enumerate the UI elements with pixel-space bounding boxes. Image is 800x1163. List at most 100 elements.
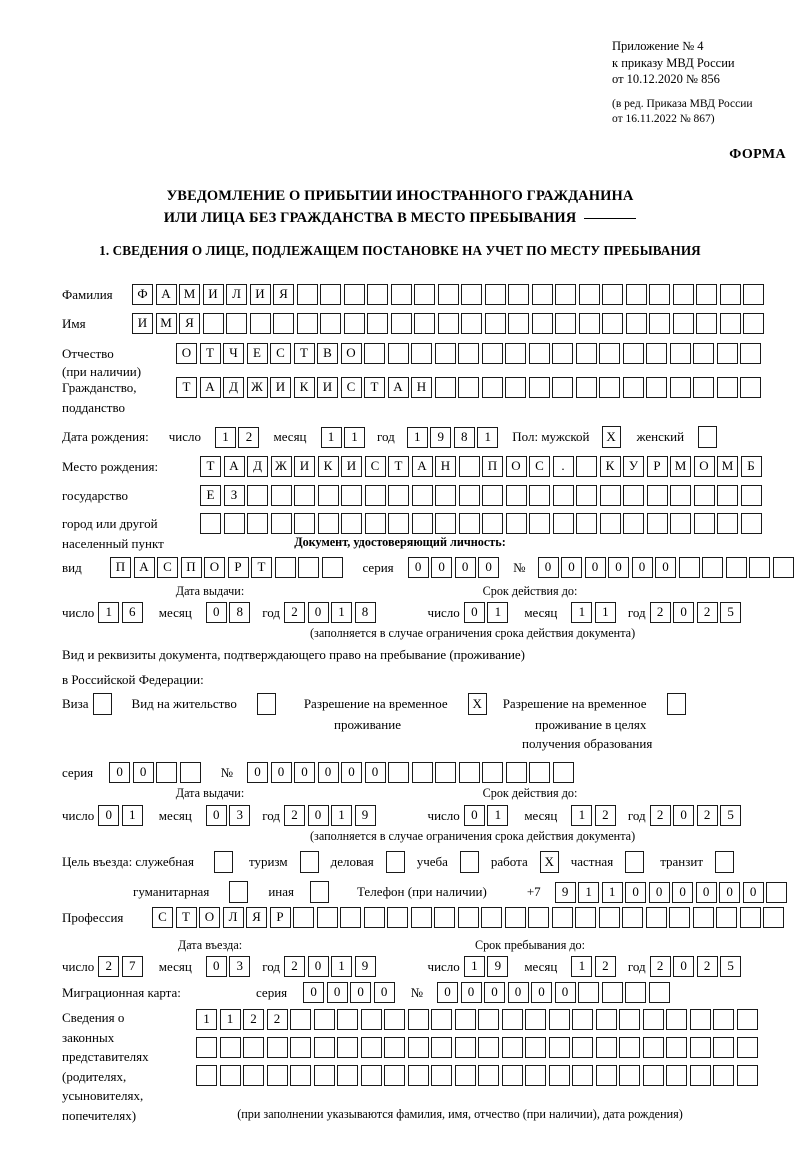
- char-cell[interactable]: [625, 313, 647, 334]
- char-cell[interactable]: [407, 1065, 429, 1086]
- char-cell[interactable]: [505, 513, 527, 534]
- char-cell[interactable]: 1: [320, 426, 342, 448]
- char-cell[interactable]: 1: [487, 805, 509, 826]
- char-cell[interactable]: 8: [229, 602, 251, 623]
- char-cell[interactable]: 9: [554, 881, 576, 903]
- char-cell[interactable]: [341, 513, 362, 534]
- purpose-tourism-checkbox[interactable]: [299, 851, 319, 873]
- char-cell[interactable]: [457, 907, 479, 928]
- char-cell[interactable]: [387, 343, 409, 364]
- char-cell[interactable]: [226, 313, 247, 334]
- char-cell[interactable]: [646, 377, 667, 398]
- char-cell[interactable]: 2: [266, 1009, 288, 1030]
- char-cell[interactable]: [501, 1009, 523, 1030]
- char-cell[interactable]: [407, 1037, 429, 1058]
- char-cell[interactable]: [179, 762, 201, 783]
- char-cell[interactable]: [599, 377, 620, 398]
- char-cell[interactable]: [669, 907, 690, 928]
- char-cell[interactable]: Т: [388, 456, 409, 477]
- char-cell[interactable]: [529, 513, 550, 534]
- char-cell[interactable]: 0: [531, 982, 553, 1003]
- char-cell[interactable]: М: [155, 313, 177, 334]
- char-cell[interactable]: [337, 1037, 358, 1058]
- char-cell[interactable]: Т: [293, 343, 315, 364]
- char-cell[interactable]: [196, 1065, 217, 1086]
- char-cell[interactable]: 1: [214, 426, 236, 448]
- char-cell[interactable]: Е: [246, 343, 268, 364]
- char-cell[interactable]: Д: [247, 456, 268, 477]
- char-cell[interactable]: [508, 284, 529, 305]
- char-cell[interactable]: [388, 485, 409, 506]
- char-cell[interactable]: И: [341, 456, 362, 477]
- char-cell[interactable]: [387, 907, 408, 928]
- char-cell[interactable]: [529, 762, 551, 783]
- char-cell[interactable]: [505, 762, 527, 783]
- char-cell[interactable]: 8: [453, 426, 475, 448]
- char-cell[interactable]: С: [340, 377, 362, 398]
- char-cell[interactable]: [266, 1037, 288, 1058]
- char-cell[interactable]: [689, 1065, 711, 1086]
- char-cell[interactable]: [411, 762, 433, 783]
- char-cell[interactable]: [551, 907, 573, 928]
- purpose-service-checkbox[interactable]: [213, 851, 233, 873]
- char-cell[interactable]: 0: [454, 557, 476, 578]
- char-cell[interactable]: [725, 557, 747, 578]
- char-cell[interactable]: [622, 907, 643, 928]
- char-cell[interactable]: 0: [407, 557, 429, 578]
- char-cell[interactable]: [713, 1065, 734, 1086]
- char-cell[interactable]: [290, 1037, 311, 1058]
- char-cell[interactable]: Ч: [223, 343, 244, 364]
- char-cell[interactable]: П: [110, 557, 131, 578]
- char-cell[interactable]: О: [693, 456, 715, 477]
- char-cell[interactable]: [454, 1009, 476, 1030]
- char-cell[interactable]: [478, 1009, 499, 1030]
- char-cell[interactable]: [548, 1037, 570, 1058]
- char-cell[interactable]: [766, 881, 788, 903]
- char-cell[interactable]: 0: [655, 557, 677, 578]
- char-cell[interactable]: [740, 513, 762, 534]
- char-cell[interactable]: [736, 1065, 758, 1086]
- char-cell[interactable]: Р: [227, 557, 249, 578]
- char-cell[interactable]: [529, 485, 550, 506]
- char-cell[interactable]: 2: [98, 956, 120, 977]
- purpose-private-checkbox[interactable]: [625, 851, 645, 873]
- char-cell[interactable]: Т: [175, 907, 197, 928]
- char-cell[interactable]: [363, 907, 385, 928]
- char-cell[interactable]: [672, 284, 694, 305]
- char-cell[interactable]: [713, 1009, 734, 1030]
- char-cell[interactable]: 1: [331, 805, 353, 826]
- char-cell[interactable]: [156, 762, 178, 783]
- char-cell[interactable]: [525, 1037, 546, 1058]
- char-cell[interactable]: [390, 284, 412, 305]
- char-cell[interactable]: [572, 1009, 593, 1030]
- char-cell[interactable]: [666, 1065, 687, 1086]
- char-cell[interactable]: [313, 1037, 335, 1058]
- char-cell[interactable]: [575, 907, 596, 928]
- char-cell[interactable]: .: [552, 456, 574, 477]
- char-cell[interactable]: [434, 343, 456, 364]
- char-cell[interactable]: 0: [307, 602, 329, 623]
- char-cell[interactable]: [481, 907, 502, 928]
- char-cell[interactable]: 0: [294, 762, 316, 783]
- char-cell[interactable]: Е: [200, 485, 221, 506]
- char-cell[interactable]: [431, 1037, 452, 1058]
- char-cell[interactable]: И: [317, 377, 338, 398]
- char-cell[interactable]: [243, 1037, 264, 1058]
- char-cell[interactable]: [435, 513, 456, 534]
- char-cell[interactable]: 9: [430, 426, 452, 448]
- char-cell[interactable]: [689, 1037, 711, 1058]
- char-cell[interactable]: [719, 284, 741, 305]
- char-cell[interactable]: 1: [331, 602, 353, 623]
- char-cell[interactable]: 0: [554, 982, 576, 1003]
- char-cell[interactable]: 0: [561, 557, 583, 578]
- char-cell[interactable]: 7: [121, 956, 143, 977]
- char-cell[interactable]: [458, 485, 480, 506]
